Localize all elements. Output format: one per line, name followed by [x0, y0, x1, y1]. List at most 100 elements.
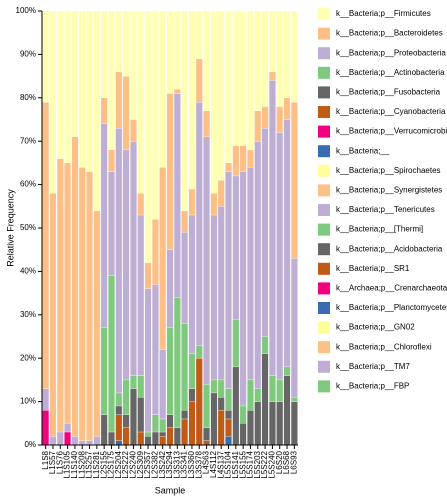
- bar-segment: [276, 379, 284, 402]
- bar-segment: [122, 414, 130, 428]
- x-tick-label: L1S105: [63, 450, 72, 478]
- x-axis-label: Sample: [155, 485, 186, 495]
- bar-segment: [71, 10, 79, 138]
- legend-swatch: [318, 66, 330, 79]
- bar-segment: [290, 101, 298, 259]
- legend-swatch: [318, 106, 330, 118]
- bar-segment: [276, 401, 284, 446]
- bar-segment: [78, 10, 86, 168]
- bar-segment: [130, 141, 137, 376]
- legend-swatch: [318, 302, 330, 314]
- x-tick-label: L4S137: [216, 450, 225, 478]
- x-tick-label: L2S204: [114, 450, 123, 478]
- legend-label: k__Bacteria;p__Cyanobacteria: [336, 107, 446, 116]
- bar-segment: [181, 10, 189, 211]
- bar-segment: [203, 440, 210, 446]
- x-tick-label: L3S341: [180, 450, 189, 478]
- bar-segment: [181, 418, 189, 446]
- legend-swatch: [318, 145, 330, 158]
- bar-segment: [217, 206, 225, 381]
- bar-segment: [137, 214, 145, 376]
- bar-segment: [49, 10, 57, 194]
- bar-segment: [122, 379, 130, 415]
- bar-segment: [144, 262, 152, 289]
- bar-segment: [261, 336, 269, 355]
- bar-segment: [122, 149, 130, 381]
- bar-segment: [100, 10, 108, 98]
- x-tick-label: L3S294: [165, 450, 174, 478]
- y-tick-label: 80%: [20, 93, 36, 102]
- legend-label: k__Bacteria;p__Proteobacteria: [336, 48, 446, 57]
- bar-segment: [232, 175, 240, 320]
- bar-segment: [188, 214, 196, 355]
- bar-segment: [64, 423, 72, 433]
- bar-segment: [173, 10, 181, 90]
- bar-segment: [210, 379, 218, 394]
- x-tick-label: L1S76: [55, 450, 64, 474]
- bar-segment: [166, 249, 174, 328]
- bar-segment: [159, 167, 167, 350]
- bar-segment: [42, 10, 50, 103]
- bar-segment: [268, 71, 276, 81]
- bar-segment: [56, 158, 64, 433]
- y-tick-label: 0%: [24, 440, 36, 449]
- bar-segment: [217, 180, 225, 207]
- bar-segment: [56, 10, 64, 159]
- bar-segment: [254, 388, 262, 402]
- bar-segment: [159, 436, 167, 446]
- bar-segment: [166, 93, 174, 250]
- y-tick-label: 100%: [16, 6, 36, 15]
- bar-segment: [210, 193, 218, 216]
- bar-segment: [166, 327, 174, 415]
- bar-segment: [239, 145, 247, 172]
- legend-swatch: [318, 321, 330, 334]
- legend-label: k__Bacteria;p__Planctomycetes: [336, 303, 447, 312]
- x-tick-label: L2S222: [121, 450, 130, 478]
- bar-segment: [239, 10, 247, 146]
- bar-segment: [261, 128, 269, 337]
- bar-segment: [276, 132, 284, 381]
- y-tick-label: 50%: [20, 223, 36, 232]
- bar-segment: [93, 436, 101, 446]
- bar-segment: [268, 401, 276, 446]
- x-tick-label: L5S174: [246, 450, 255, 478]
- legend-label: k__Bacteria;p__Synergistetes: [336, 186, 442, 195]
- legend-swatch: [318, 164, 330, 177]
- legend-label: k__Bacteria;p__Actinobacteria: [336, 68, 445, 77]
- bar-segment: [225, 388, 232, 411]
- legend-label: k__Bacteria;p__FBP: [336, 382, 409, 391]
- x-tick-label: L6S68: [282, 450, 291, 474]
- bar-segment: [217, 379, 225, 398]
- bar-segment: [188, 188, 196, 216]
- legend-swatch: [318, 262, 330, 275]
- bar-segment: [217, 410, 225, 446]
- bar-segment: [268, 10, 276, 72]
- legend-label: k__Bacteria;p__Firmicutes: [336, 9, 431, 18]
- x-tick-label: L2S357: [143, 450, 152, 478]
- bar-segment: [137, 375, 145, 398]
- bar-segment: [181, 410, 189, 420]
- legend-swatch: [318, 125, 330, 138]
- bar-segment: [254, 141, 262, 389]
- bar-segment: [108, 10, 115, 151]
- bar-segment: [144, 288, 152, 433]
- bar-segment: [56, 431, 64, 446]
- bar-segment: [151, 414, 159, 433]
- bar-segment: [42, 388, 50, 411]
- bar-segment: [247, 167, 254, 381]
- y-tick-label: 30%: [20, 310, 36, 319]
- bar-segment: [203, 10, 210, 111]
- bar-segment: [181, 210, 189, 233]
- bar-segment: [137, 397, 145, 433]
- bar-segment: [261, 353, 269, 446]
- bar-segment: [188, 10, 196, 190]
- bar-segment: [290, 401, 298, 446]
- bar-segment: [188, 353, 196, 389]
- bar-segment: [137, 10, 145, 194]
- legend-label: k__Bacteria;p__Tenericutes: [336, 205, 435, 214]
- x-tick-label: L3S360: [187, 450, 196, 478]
- legend-swatch: [318, 8, 330, 20]
- bar-segment: [166, 10, 174, 94]
- bar-segment: [254, 110, 262, 142]
